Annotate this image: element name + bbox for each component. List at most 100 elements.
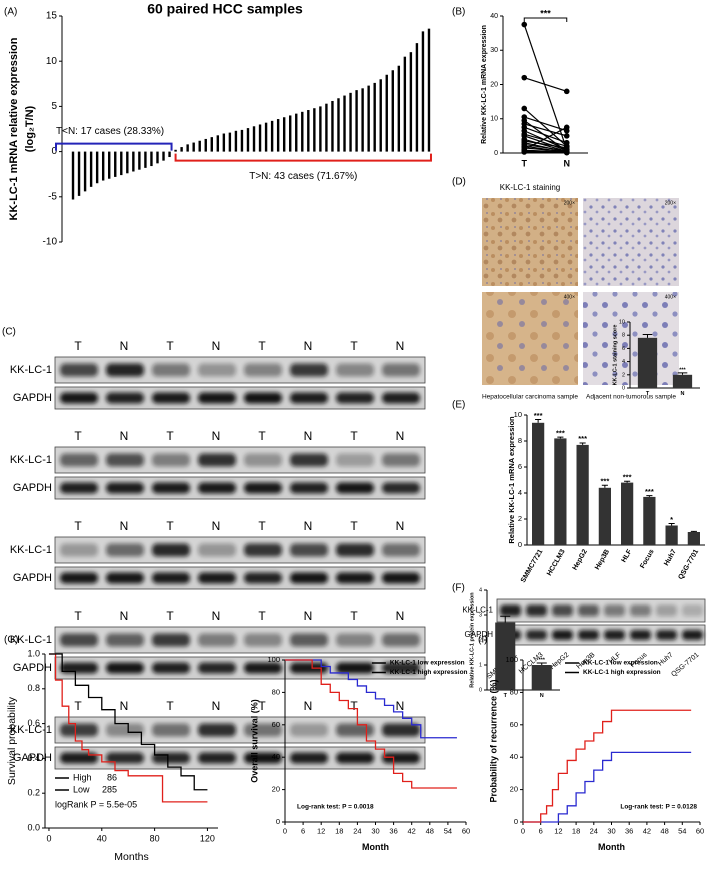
significance: *** bbox=[556, 428, 565, 437]
blot-band bbox=[60, 482, 98, 494]
y-tick-label: 2 bbox=[518, 514, 522, 523]
y-tick-label: 80 bbox=[510, 687, 518, 696]
blot-band bbox=[500, 604, 521, 617]
lane-label: T bbox=[74, 609, 82, 623]
lane-label: T bbox=[166, 519, 174, 533]
lane-label: T bbox=[166, 339, 174, 353]
bar bbox=[313, 108, 316, 152]
lane-label: N bbox=[212, 339, 221, 353]
bar bbox=[397, 65, 401, 152]
y-axis-label: KK-LC-1 mRNA relative expression bbox=[8, 37, 20, 220]
bar bbox=[101, 151, 105, 181]
bar bbox=[276, 119, 280, 152]
blot-band bbox=[152, 392, 190, 404]
significance: *** bbox=[539, 658, 546, 664]
lane-label: N bbox=[120, 699, 129, 713]
lane-label: T bbox=[166, 429, 174, 443]
x-tick-label: QSG-7701 bbox=[677, 548, 700, 581]
pair-line bbox=[524, 123, 567, 137]
band-label: GAPDH bbox=[13, 752, 52, 764]
bar bbox=[138, 151, 141, 170]
pair-line bbox=[524, 151, 567, 154]
x-tick-label: N bbox=[540, 693, 544, 699]
blot-strip bbox=[54, 746, 426, 770]
y-tick-label: 30 bbox=[490, 47, 498, 54]
bar bbox=[415, 43, 419, 152]
bar bbox=[234, 130, 238, 152]
blot-band bbox=[382, 363, 420, 377]
blot-strip bbox=[54, 476, 426, 500]
error-bar bbox=[642, 334, 653, 338]
blot-band bbox=[656, 604, 677, 617]
y-axis-label: Relative KK-LC-1 mRNA expression bbox=[507, 416, 516, 544]
blot-band bbox=[198, 723, 236, 737]
lane-label: T bbox=[74, 699, 82, 713]
bar bbox=[210, 137, 213, 152]
error-bar bbox=[601, 484, 608, 488]
band-label: GAPDH bbox=[13, 482, 52, 494]
blot-band bbox=[244, 633, 282, 647]
x-tick-label: T bbox=[504, 693, 508, 699]
band-label: KK-LC-1 bbox=[10, 634, 52, 646]
error-bar bbox=[668, 523, 675, 526]
blot-band bbox=[106, 662, 144, 674]
y-tick-label: 0 bbox=[622, 385, 625, 391]
legend-label: Low bbox=[73, 784, 90, 794]
blot-strip bbox=[496, 598, 706, 623]
x-tick-label: Focus bbox=[639, 548, 655, 569]
bar bbox=[114, 151, 117, 177]
bar bbox=[270, 120, 274, 152]
blot-band bbox=[198, 363, 236, 377]
bar bbox=[598, 487, 611, 545]
survival-curve bbox=[48, 653, 208, 791]
y-tick-label: 0.6 bbox=[27, 718, 40, 728]
lane-label: N bbox=[396, 429, 405, 443]
blot-band bbox=[106, 633, 144, 647]
blot-band bbox=[106, 543, 144, 557]
blot-band bbox=[656, 630, 677, 640]
blot-band bbox=[290, 723, 328, 737]
y-axis-label: KK-LC-1 staining score bbox=[612, 325, 618, 386]
normal-image bbox=[583, 292, 679, 385]
legend-label: KK-LC-1 low expression bbox=[583, 660, 658, 667]
blot-band bbox=[152, 633, 190, 647]
blot-band bbox=[382, 723, 420, 737]
bar bbox=[264, 122, 268, 152]
bar bbox=[95, 151, 99, 184]
blot-band bbox=[604, 630, 625, 640]
bar bbox=[150, 151, 153, 167]
lane-label: QSG-7701 bbox=[670, 652, 700, 679]
blot-band bbox=[244, 543, 282, 557]
y-tick-label: 2 bbox=[622, 372, 625, 378]
x-tick-label: 42 bbox=[643, 826, 651, 835]
y-tick-label: 0 bbox=[494, 150, 498, 157]
blot-band bbox=[336, 752, 374, 764]
y-tick-label: 40 bbox=[272, 752, 280, 761]
blot-band bbox=[152, 723, 190, 737]
blot-band bbox=[552, 630, 573, 640]
blot-band bbox=[526, 630, 547, 640]
bar bbox=[307, 110, 310, 152]
blot-band bbox=[290, 363, 328, 377]
blot-band bbox=[152, 543, 190, 557]
y-axis-label: (log₂T/N) bbox=[24, 105, 36, 152]
band-label: KK-LC-1 bbox=[462, 606, 493, 615]
y-tick-label: 0.0 bbox=[27, 822, 40, 832]
panel-label: (E) bbox=[452, 400, 465, 411]
blot-band bbox=[630, 604, 651, 617]
blot-band bbox=[106, 723, 144, 737]
blot-band bbox=[336, 662, 374, 674]
x-tick-label: 36 bbox=[625, 826, 633, 835]
band-label: KK-LC-1 bbox=[10, 364, 52, 376]
x-tick-label: 0 bbox=[283, 826, 287, 835]
lane-label: N bbox=[304, 519, 313, 533]
bar bbox=[83, 151, 87, 192]
bar bbox=[337, 98, 340, 152]
bar bbox=[120, 151, 123, 176]
y-tick-label: 4 bbox=[479, 587, 482, 593]
magnification: 400× bbox=[564, 294, 575, 300]
y-axis-label: Relative KK-LC-1 protein expression bbox=[469, 592, 475, 688]
note: Log-rank test: P = 0.0018 bbox=[297, 804, 374, 811]
blot-band bbox=[198, 633, 236, 647]
